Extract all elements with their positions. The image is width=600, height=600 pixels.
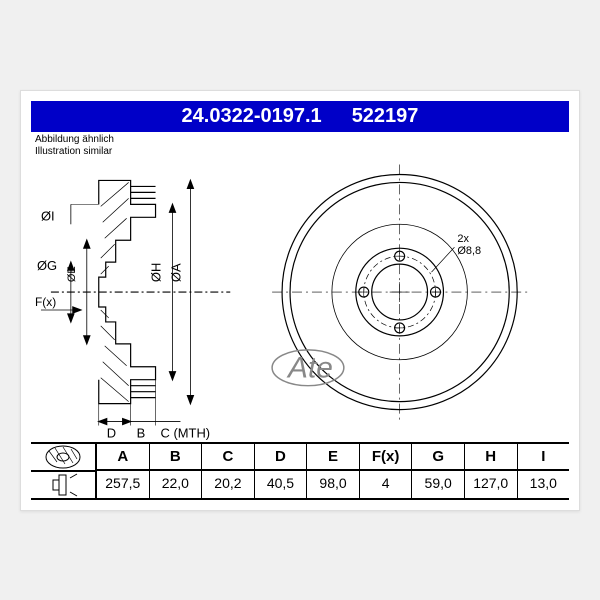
lbl-b: B — [137, 425, 146, 440]
logo-text: Ate — [286, 351, 333, 384]
col-b: B — [150, 444, 203, 471]
col-c: C — [202, 444, 255, 471]
col-e: E — [307, 444, 360, 471]
val-i: 13,0 — [518, 471, 570, 498]
note-line-1: Abbildung ähnlich — [35, 134, 569, 146]
lbl-oi: ØI — [41, 208, 55, 223]
lbl-oa: ØA — [168, 263, 183, 282]
data-cells: A B C D E F(x) G H I 257,5 22,0 20,2 40,… — [97, 444, 569, 498]
similarity-note: Abbildung ähnlich Illustration similar — [35, 134, 569, 158]
table-header-row: A B C D E F(x) G H I — [97, 444, 569, 471]
front-view-labels: 2x Ø8,8 — [457, 233, 481, 257]
thumbnail-cell — [31, 444, 97, 498]
lbl-oe: ØE — [66, 266, 78, 282]
ate-logo: Ate — [272, 349, 344, 385]
col-g: G — [412, 444, 465, 471]
secondary-number: 522197 — [352, 105, 419, 128]
col-h: H — [465, 444, 518, 471]
lbl-c: C (MTH) — [161, 425, 211, 440]
part-number: 24.0322-0197.1 — [182, 105, 322, 128]
val-a: 257,5 — [97, 471, 150, 498]
val-g: 59,0 — [412, 471, 465, 498]
col-a: A — [97, 444, 150, 471]
col-i: I — [518, 444, 570, 471]
side-view-labels: ØI ØG ØE F(x) D B C (MTH) ØH ØA — [35, 208, 210, 440]
side-view — [41, 180, 230, 425]
val-f: 4 — [360, 471, 413, 498]
table-data-row: 257,5 22,0 20,2 40,5 98,0 4 59,0 127,0 1… — [97, 471, 569, 498]
product-card: 24.0322-0197.1 522197 Abbildung ähnlich … — [20, 90, 580, 511]
val-h: 127,0 — [465, 471, 518, 498]
val-c: 20,2 — [202, 471, 255, 498]
bolt-dia: Ø8,8 — [457, 245, 481, 257]
note-line-2: Illustration similar — [35, 146, 569, 158]
thumb-front-icon — [31, 444, 95, 472]
col-f: F(x) — [360, 444, 413, 471]
val-b: 22,0 — [150, 471, 203, 498]
val-d: 40,5 — [255, 471, 308, 498]
lbl-oh: ØH — [149, 262, 164, 281]
header-bar: 24.0322-0197.1 522197 — [31, 101, 569, 132]
dimension-table: A B C D E F(x) G H I 257,5 22,0 20,2 40,… — [31, 442, 569, 500]
lbl-og: ØG — [37, 258, 57, 273]
val-e: 98,0 — [307, 471, 360, 498]
technical-drawing: ØI ØG ØE F(x) D B C (MTH) ØH ØA — [31, 162, 569, 442]
lbl-fx: F(x) — [35, 294, 56, 308]
col-d: D — [255, 444, 308, 471]
drawing-svg: ØI ØG ØE F(x) D B C (MTH) ØH ØA — [31, 162, 569, 442]
thumb-side-icon — [31, 472, 95, 498]
lbl-d: D — [107, 425, 116, 440]
bolt-count: 2x — [457, 233, 469, 245]
